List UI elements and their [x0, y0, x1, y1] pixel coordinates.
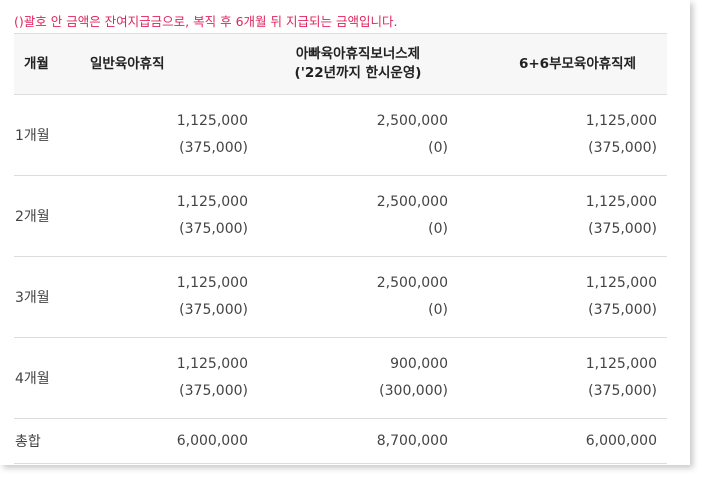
general-deferred: (375,000): [179, 140, 248, 156]
parents-deferred: (375,000): [588, 302, 657, 318]
parents-amount: 1,125,000: [585, 275, 657, 291]
general-deferred: (375,000): [179, 302, 248, 318]
header-dad-bonus-title: 아빠육아휴직보너스제: [295, 46, 421, 62]
month-label: 2개월: [14, 175, 78, 257]
parents-amount-cell: 1,125,000 (375,000): [458, 175, 667, 257]
parents-deferred: (375,000): [588, 140, 657, 156]
general-amount: 1,125,000: [176, 275, 248, 291]
dad-amount-cell: 2,500,000 (0): [258, 175, 458, 257]
dad-deferred: (0): [428, 221, 448, 237]
table-row: 2개월 1,125,000 (375,000) 2,500,000 (0) 1,…: [14, 175, 667, 257]
parents-amount: 1,125,000: [585, 194, 657, 210]
dad-amount: 2,500,000: [376, 275, 448, 291]
table-row: 1개월 1,125,000 (375,000) 2,500,000 (0) 1,…: [14, 94, 667, 176]
dad-deferred: (0): [428, 302, 448, 318]
general-amount-cell: 1,125,000 (375,000): [78, 337, 258, 419]
parental-leave-benefit-table: 개월 일반육아휴직 아빠육아휴직보너스제 ('22년까지 한시운영) 6+6부모…: [14, 33, 667, 464]
table-header-row: 개월 일반육아휴직 아빠육아휴직보너스제 ('22년까지 한시운영) 6+6부모…: [14, 33, 667, 95]
general-amount-cell: 1,125,000 (375,000): [78, 94, 258, 176]
general-amount-cell: 1,125,000 (375,000): [78, 175, 258, 257]
header-dad-bonus-subtitle: ('22년까지 한시운영): [294, 65, 422, 81]
month-label: 3개월: [14, 256, 78, 338]
parents-amount-cell: 1,125,000 (375,000): [458, 337, 667, 419]
dad-deferred: (300,000): [379, 383, 448, 399]
total-dad-amount: 8,700,000: [258, 418, 458, 464]
dad-amount: 900,000: [390, 356, 448, 372]
month-label: 1개월: [14, 94, 78, 176]
total-general-amount: 6,000,000: [78, 418, 258, 464]
parents-amount: 1,125,000: [585, 113, 657, 129]
general-amount: 1,125,000: [176, 194, 248, 210]
total-parents-amount: 6,000,000: [458, 418, 667, 464]
header-month: 개월: [14, 33, 78, 95]
benefit-table-card: ()괄호 안 금액은 잔여지급금으로, 복직 후 6개월 뒤 지급되는 금액입니…: [14, 14, 667, 464]
dad-amount: 2,500,000: [376, 194, 448, 210]
dad-amount-cell: 2,500,000 (0): [258, 94, 458, 176]
dad-deferred: (0): [428, 140, 448, 156]
header-6plus6-leave: 6+6부모육아휴직제: [458, 33, 667, 95]
total-row: 총합 6,000,000 8,700,000 6,000,000: [14, 418, 667, 464]
general-amount: 1,125,000: [176, 356, 248, 372]
general-deferred: (375,000): [179, 221, 248, 237]
table-row: 4개월 1,125,000 (375,000) 900,000 (300,000…: [14, 337, 667, 419]
total-label: 총합: [14, 418, 78, 464]
footnote-text: ()괄호 안 금액은 잔여지급금으로, 복직 후 6개월 뒤 지급되는 금액입니…: [14, 14, 398, 29]
dad-amount: 2,500,000: [376, 113, 448, 129]
parents-deferred: (375,000): [588, 221, 657, 237]
dad-amount-cell: 900,000 (300,000): [258, 337, 458, 419]
header-dad-bonus: 아빠육아휴직보너스제 ('22년까지 한시운영): [258, 33, 458, 95]
dad-amount-cell: 2,500,000 (0): [258, 256, 458, 338]
month-label: 4개월: [14, 337, 78, 419]
parents-amount-cell: 1,125,000 (375,000): [458, 256, 667, 338]
header-general-leave: 일반육아휴직: [78, 33, 258, 95]
general-amount: 1,125,000: [176, 113, 248, 129]
parents-amount: 1,125,000: [585, 356, 657, 372]
general-deferred: (375,000): [179, 383, 248, 399]
parents-amount-cell: 1,125,000 (375,000): [458, 94, 667, 176]
general-amount-cell: 1,125,000 (375,000): [78, 256, 258, 338]
parents-deferred: (375,000): [588, 383, 657, 399]
table-row: 3개월 1,125,000 (375,000) 2,500,000 (0) 1,…: [14, 256, 667, 338]
